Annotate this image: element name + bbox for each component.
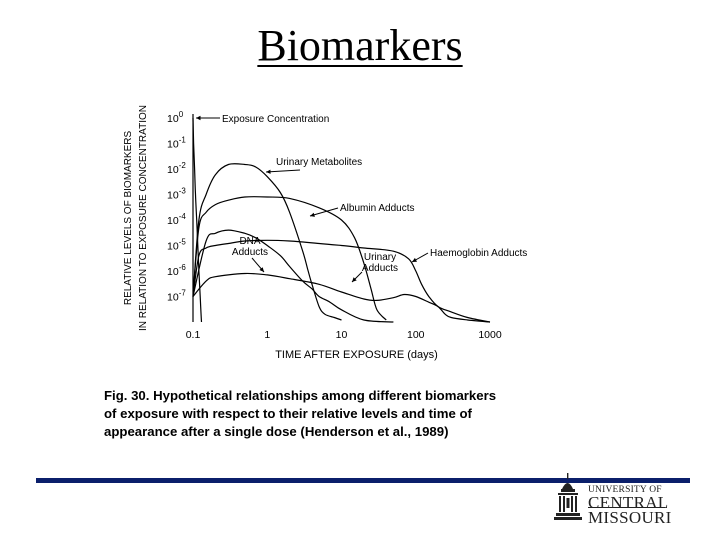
y-tick-label: 10-4 bbox=[167, 212, 186, 227]
caption-line: of exposure with respect to their relati… bbox=[104, 406, 472, 421]
x-tick-label: 1 bbox=[264, 329, 270, 341]
annotation-arrowhead bbox=[259, 267, 264, 272]
logo-line-university-of: UNIVERSITY OF bbox=[588, 485, 662, 495]
x-tick-label: 0.1 bbox=[186, 329, 201, 341]
x-tick-label: 10 bbox=[336, 329, 348, 341]
annotation-arrowhead bbox=[412, 257, 417, 262]
annotation-arrow bbox=[265, 169, 301, 173]
annotation-arrowhead bbox=[196, 115, 201, 121]
footer-rule bbox=[36, 478, 690, 483]
annotation-label: Exposure Concentration bbox=[222, 114, 329, 125]
annotation-label: Albumin Adducts bbox=[340, 203, 415, 214]
university-logo: UNIVERSITY OF CENTRAL MISSOURI bbox=[552, 473, 672, 533]
figure-caption: Fig. 30. Hypothetical relationships amon… bbox=[104, 387, 574, 441]
y-tick-label: 10-5 bbox=[167, 238, 186, 253]
x-axis-label: TIME AFTER EXPOSURE (days) bbox=[275, 349, 438, 361]
y-axis-label: IN RELATION TO EXPOSURE CONCENTRATION bbox=[138, 105, 149, 331]
building-dome-icon bbox=[554, 473, 582, 520]
series-albumin-adducts bbox=[192, 196, 387, 321]
y-tick-label: 10-3 bbox=[167, 187, 186, 202]
annotation-label: Urinary Metabolites bbox=[276, 157, 362, 168]
biomarkers-chart: 100 10-1 10-2 10-3 10-4 10-5 10-6 10-7 0.1 1 10 100… bbox=[123, 105, 527, 361]
annotation-label: DNA Adducts bbox=[232, 236, 268, 258]
y-axis-label: RELATIVE LEVELS OF BIOMARKERS bbox=[123, 131, 134, 306]
logo-divider bbox=[588, 507, 665, 508]
annotation-arrowhead bbox=[310, 212, 315, 217]
x-tick-label: 100 bbox=[407, 329, 425, 341]
slide-title: Biomarkers bbox=[257, 21, 463, 70]
annotation-arrow bbox=[309, 207, 339, 217]
x-tick-label: 1000 bbox=[478, 329, 502, 341]
caption-line: Fig. 30. Hypothetical relationships amon… bbox=[104, 388, 497, 403]
y-tick-label: 10-6 bbox=[167, 263, 186, 278]
series-urinary-adducts bbox=[192, 272, 491, 323]
annotation-arrowhead bbox=[352, 277, 357, 282]
series-dna-adducts bbox=[192, 229, 394, 323]
logo-line-missouri: MISSOURI bbox=[588, 508, 672, 527]
annotation-arrowhead bbox=[266, 169, 271, 174]
y-tick-label: 100 bbox=[167, 110, 184, 125]
y-tick-label: 10-7 bbox=[167, 289, 186, 304]
annotation-label: Haemoglobin Adducts bbox=[430, 248, 527, 259]
y-tick-label: 10-2 bbox=[167, 161, 186, 176]
series-exposure-concentration bbox=[192, 117, 203, 323]
annotation-label: Urinary Adducts bbox=[362, 252, 398, 274]
y-tick-label: 10-1 bbox=[167, 136, 186, 151]
series-urinary-metabolites bbox=[192, 163, 342, 321]
caption-line: appearance after a single dose (Henderso… bbox=[104, 424, 449, 439]
